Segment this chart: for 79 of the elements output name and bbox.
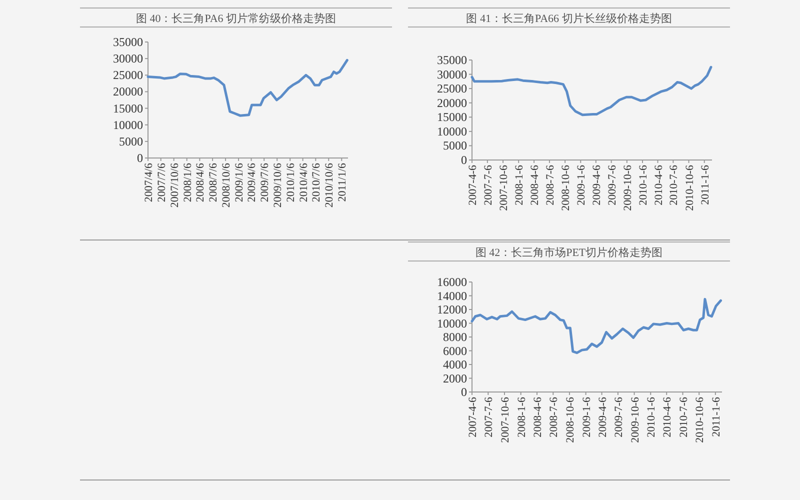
x-tick-label: 2009-10-6 <box>622 164 634 211</box>
x-tick-label: 2010/7/6 <box>310 162 323 202</box>
y-tick-label: 6000 <box>443 344 467 358</box>
chart-title: 图 41：长三角PA66 切片长丝级价格走势图 <box>466 12 672 25</box>
x-tick-label: 2010-10-6 <box>684 164 696 211</box>
x-tick-label: 2008/7/6 <box>208 162 220 202</box>
y-tick-label: 10000 <box>437 124 467 138</box>
x-tick-label: 2008-10-6 <box>560 164 572 211</box>
y-tick-label: 2000 <box>443 371 467 386</box>
x-tick-label: 2009/7/6 <box>259 162 272 202</box>
x-tick-label: 2008-10-6 <box>564 396 576 443</box>
x-tick-label: 2009/4/6 <box>246 162 258 202</box>
x-tick-label: 2009-4-6 <box>596 396 609 438</box>
x-tick-label: 2008-4-6 <box>532 396 544 438</box>
x-tick-label: 2008-4-6 <box>529 164 542 206</box>
x-tick-label: 2010-4-6 <box>652 164 665 206</box>
y-tick-label: 15000 <box>437 110 467 124</box>
x-tick-label: 2007-4-6 <box>467 396 479 438</box>
x-tick-label: 2007-10-6 <box>498 164 510 211</box>
chart-title: 图 42：长三角市场PET切片价格走势图 <box>475 246 663 259</box>
x-tick-label: 2007-10-6 <box>499 396 512 443</box>
line-series <box>146 58 348 117</box>
y-tick-label: 30000 <box>437 67 467 82</box>
x-tick-label: 2007-7-6 <box>482 164 494 206</box>
y-tick-label: 25000 <box>113 68 143 82</box>
x-tick-label: 2010-10-6 <box>694 396 706 443</box>
y-tick-label: 10000 <box>437 316 467 330</box>
y-tick-label: 15000 <box>113 101 143 116</box>
x-tick-label: 2007/4/6 <box>143 162 155 202</box>
y-tick-label: 14000 <box>437 288 467 303</box>
y-tick-label: 35000 <box>437 53 467 67</box>
x-tick-label: 2007/10/6 <box>168 162 181 208</box>
x-tick-label: 2007-4-6 <box>467 164 479 206</box>
y-tick-label: 16000 <box>437 275 467 289</box>
x-tick-label: 2010-1-6 <box>646 396 658 438</box>
x-tick-label: 2009-10-6 <box>629 396 642 443</box>
y-tick-label: 0 <box>461 153 467 167</box>
y-tick-label: 0 <box>461 385 467 399</box>
x-tick-label: 2009-4-6 <box>590 164 603 206</box>
chart-title: 图 40：长三角PA6 切片常纺级价格走势图 <box>136 12 336 25</box>
x-tick-label: 2010-7-6 <box>678 396 690 438</box>
y-tick-label: 35000 <box>113 35 143 49</box>
line-series <box>470 298 722 354</box>
x-tick-label: 2008/1/6 <box>182 162 194 202</box>
x-tick-label: 2009-1-6 <box>580 396 593 438</box>
y-tick-label: 10000 <box>113 118 143 132</box>
y-tick-label: 12000 <box>437 302 467 316</box>
x-tick-label: 2008-7-6 <box>548 396 560 438</box>
x-tick-label: 2009-7-6 <box>612 396 625 438</box>
x-tick-label: 2008-1-6 <box>516 396 528 438</box>
x-tick-label: 2011-1-6 <box>710 396 722 437</box>
y-tick-label: 0 <box>137 151 143 165</box>
x-tick-label: 2009/1/6 <box>234 162 246 202</box>
line-series <box>470 66 712 116</box>
x-tick-label: 2007-7-6 <box>483 396 496 438</box>
x-tick-label: 2009-1-6 <box>576 164 588 206</box>
x-tick-label: 2010-4-6 <box>662 396 674 438</box>
x-tick-label: 2010-1-6 <box>638 164 650 206</box>
x-tick-label: 2008-1-6 <box>514 164 526 206</box>
x-tick-label: 2008-7-6 <box>544 164 556 206</box>
x-tick-label: 2011/1/6 <box>336 162 349 202</box>
y-tick-label: 30000 <box>113 52 143 66</box>
x-tick-label: 2010/1/6 <box>285 162 298 202</box>
x-tick-label: 2008/10/6 <box>220 162 233 208</box>
y-tick-label: 20000 <box>437 96 467 110</box>
x-tick-label: 2009-7-6 <box>606 164 618 206</box>
x-tick-label: 2010-7-6 <box>668 164 680 206</box>
x-tick-label: 2011-1-6 <box>699 164 712 205</box>
y-tick-label: 4000 <box>443 358 467 372</box>
y-tick-label: 8000 <box>443 330 467 344</box>
x-tick-label: 2010/4/6 <box>298 162 310 202</box>
y-tick-label: 25000 <box>437 82 467 96</box>
x-tick-label: 2010/10/6 <box>324 162 336 208</box>
y-tick-label: 20000 <box>113 84 143 99</box>
y-tick-label: 5000 <box>119 134 143 148</box>
x-tick-label: 2007/7/6 <box>156 162 168 202</box>
x-tick-label: 2009/10/6 <box>272 162 284 208</box>
y-tick-label: 5000 <box>443 138 467 153</box>
x-tick-label: 2008/4/6 <box>194 162 207 202</box>
